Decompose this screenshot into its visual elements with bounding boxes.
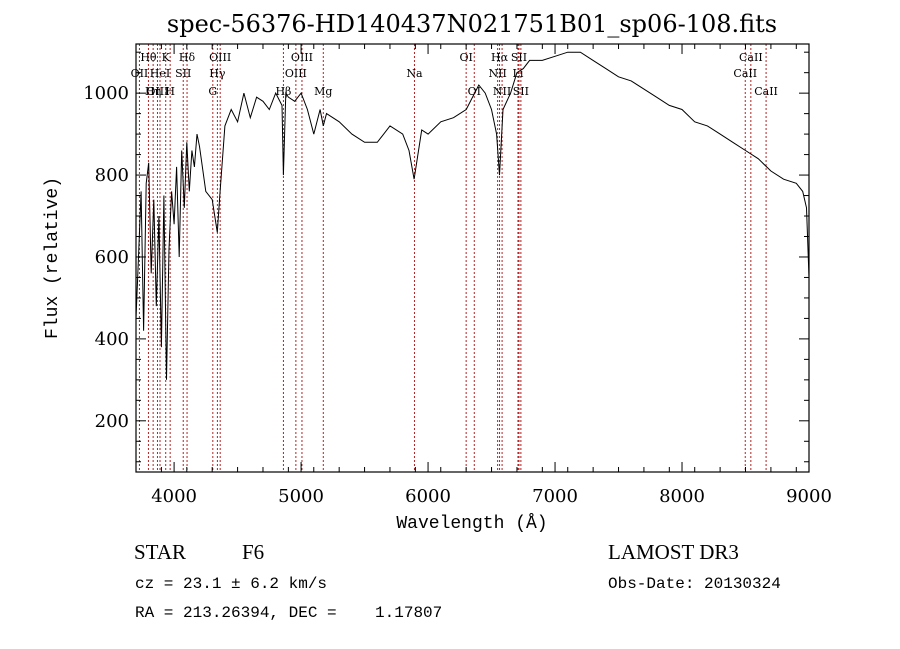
line-label-26: CaII: [733, 67, 757, 80]
line-label-6: H: [165, 85, 175, 98]
survey-name: LAMOST DR3: [608, 540, 739, 564]
line-label-8: Hδ: [179, 51, 196, 64]
line-label-15: Mg: [314, 85, 332, 98]
line-label-4: HeI: [150, 67, 170, 80]
y-axis: 200 400 600 800 1000: [83, 51, 809, 463]
object-class: STAR: [134, 540, 186, 564]
x-tick-label-5: 9000: [786, 486, 832, 507]
line-label-10: Hγ: [209, 67, 226, 80]
line-label-3: K: [162, 51, 171, 64]
y-axis-label: Flux (relative): [43, 177, 63, 339]
x-axis-label: Wavelength (Å): [396, 513, 547, 534]
x-axis: 4000 5000 6000 7000 8000 9000: [135, 44, 832, 507]
emission-line-markers: [138, 44, 767, 472]
y-tick-label-4: 1000: [83, 83, 129, 104]
x-tick-label-4: 8000: [659, 486, 705, 507]
line-label-27: CaII: [754, 85, 778, 98]
line-label-23: NII: [493, 85, 511, 98]
line-label-25: CaII: [739, 51, 763, 64]
line-label-22: Li: [513, 67, 524, 80]
plot-frame: [135, 43, 810, 473]
line-label-18: OI: [468, 85, 481, 98]
redshift-readout: cz = 23.1 ± 6.2 km/s: [135, 575, 328, 593]
line-label-11: G: [208, 85, 217, 98]
line-label-16: Na: [406, 67, 423, 80]
chart-title: spec-56376-HD140437N021751B01_sp06-108.f…: [167, 10, 777, 38]
x-tick-label-1: 5000: [278, 486, 324, 507]
x-tick-label-2: 6000: [405, 486, 451, 507]
x-tick-label-3: 7000: [532, 486, 578, 507]
line-label-17: OI: [459, 51, 472, 64]
y-tick-label-0: 200: [95, 411, 129, 432]
line-label-19: Hα: [491, 51, 509, 64]
obs-date: Obs-Date: 20130324: [608, 575, 781, 593]
line-label-21: NII: [488, 67, 506, 80]
line-label-1: OII: [131, 67, 149, 80]
y-tick-label-1: 400: [95, 329, 129, 350]
line-label-9: OIII: [209, 51, 231, 64]
line-label-2: OIII: [146, 85, 168, 98]
line-label-5: Hη: [145, 85, 161, 98]
line-label-20: SII: [511, 51, 527, 64]
line-label-12: OIII: [291, 51, 313, 64]
spectrum-line: [135, 51, 810, 380]
coordinates: RA = 213.26394, DEC = 1.17807: [135, 604, 443, 622]
line-label-14: Hβ: [275, 85, 291, 98]
line-label-24: SII: [513, 85, 529, 98]
y-tick-label-2: 600: [95, 247, 129, 268]
object-subclass: F6: [242, 540, 265, 564]
y-tick-label-3: 800: [95, 165, 129, 186]
line-label-7: SII: [175, 67, 191, 80]
x-tick-label-0: 4000: [151, 486, 197, 507]
line-label-0: Hθ: [140, 51, 157, 64]
line-label-13: OIII: [285, 67, 307, 80]
